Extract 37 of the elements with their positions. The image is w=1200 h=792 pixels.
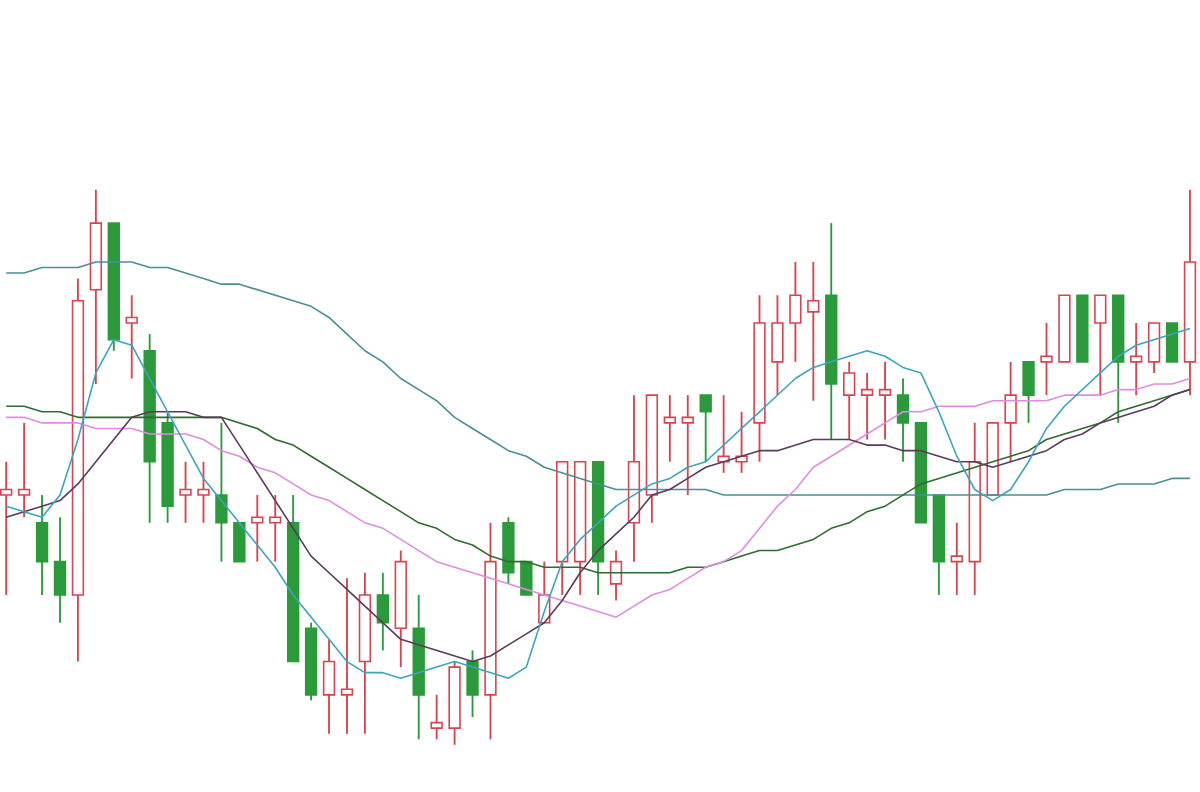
candlestick (771, 294, 784, 396)
candlestick (430, 693, 443, 740)
candlestick (609, 549, 623, 602)
candlestick (681, 393, 694, 496)
candlestick (53, 516, 67, 624)
candlestick (1004, 360, 1017, 463)
candlestick (340, 577, 354, 735)
candlestick (860, 371, 874, 441)
candlestick (197, 460, 210, 524)
candlestick (699, 393, 712, 463)
candlestick (17, 421, 31, 518)
candlestick (466, 649, 479, 718)
candlestick (376, 571, 390, 652)
candlestick (1147, 321, 1161, 374)
candlestick (1094, 294, 1107, 396)
candlestick (1165, 321, 1179, 363)
candlestick (125, 294, 138, 380)
candlestick (950, 521, 963, 596)
candlestick (1022, 360, 1035, 424)
candlestick (1040, 321, 1053, 396)
candlestick (251, 493, 264, 563)
candlestick (896, 377, 910, 463)
candlestick (233, 521, 246, 563)
candlestick (35, 493, 49, 596)
candlestick (0, 460, 13, 596)
candlestick (269, 493, 282, 563)
candlestick (179, 460, 192, 524)
candlestick (215, 421, 228, 563)
candlestick (789, 260, 802, 363)
candlestick (663, 393, 676, 463)
candlestick (843, 360, 856, 441)
candlestick (807, 260, 820, 402)
candlestick (878, 360, 892, 441)
candlestick (1129, 321, 1143, 396)
candlestick (717, 393, 730, 474)
candlestick (735, 410, 748, 474)
candlestick (322, 638, 336, 735)
